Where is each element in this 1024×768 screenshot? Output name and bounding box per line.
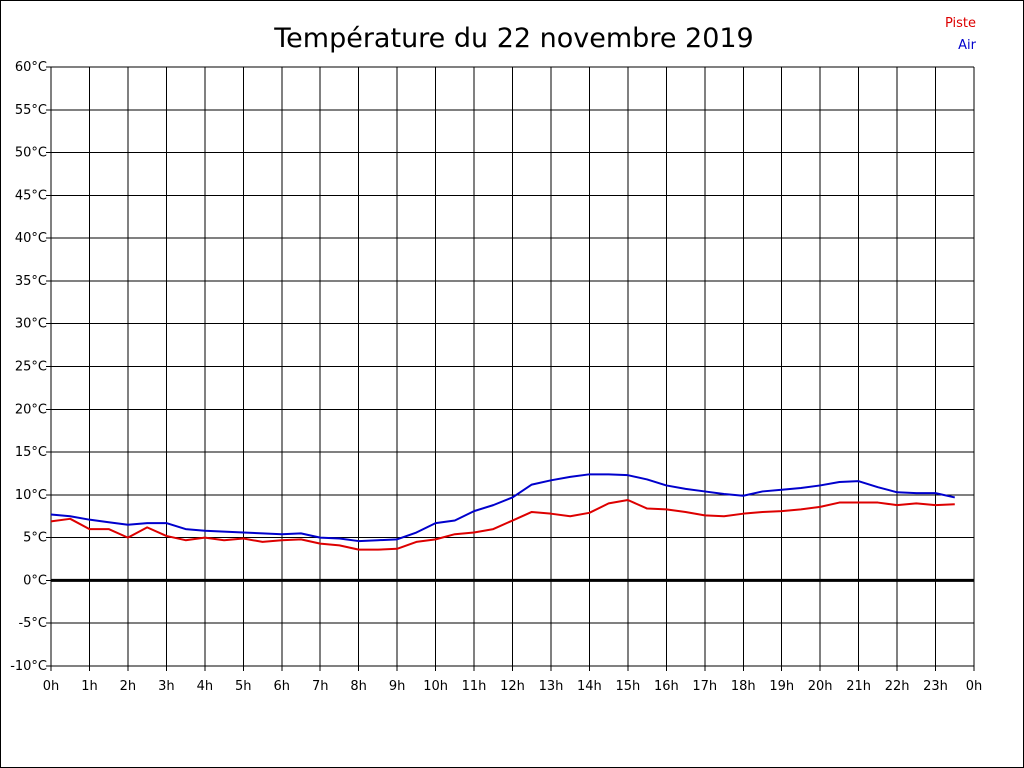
y-tick-label: 40°C: [15, 231, 47, 246]
chart-title: Température du 22 novembre 2019: [273, 23, 753, 54]
x-tick-label: 6h: [273, 679, 290, 694]
legend: Piste Air: [945, 16, 977, 53]
x-tick-label: 7h: [312, 679, 329, 694]
y-tick-label: 45°C: [15, 188, 47, 203]
legend-item-piste: Piste: [945, 16, 976, 31]
x-tick-label: 2h: [120, 679, 137, 694]
x-tick-label: 17h: [692, 679, 717, 694]
y-tick-label: -5°C: [18, 616, 47, 631]
x-tick-label: 12h: [500, 679, 525, 694]
x-tick-label: 0h: [966, 679, 983, 694]
y-tick-label: 50°C: [15, 146, 47, 161]
x-tick-label: 18h: [731, 679, 756, 694]
x-tick-label: 8h: [350, 679, 367, 694]
x-tick-label: 23h: [923, 679, 948, 694]
x-tick-label: 13h: [539, 679, 564, 694]
series-line-piste: [50, 498, 955, 551]
x-tick-label: 9h: [389, 679, 406, 694]
y-tick-label: 5°C: [23, 531, 47, 546]
x-tick-label: 21h: [846, 679, 871, 694]
y-tick-label: -10°C: [10, 659, 47, 674]
x-tick-label: 16h: [654, 679, 679, 694]
y-tick-label: 60°C: [15, 60, 47, 75]
x-tick-label: 4h: [197, 679, 214, 694]
x-tick-label: 0h: [43, 679, 60, 694]
series-layer: [50, 473, 955, 551]
grid: [46, 66, 975, 671]
legend-item-air: Air: [958, 38, 977, 53]
x-tick-label: 3h: [158, 679, 175, 694]
x-tick-label: 14h: [577, 679, 602, 694]
x-tick-label: 19h: [769, 679, 794, 694]
x-tick-label: 1h: [81, 679, 98, 694]
x-tick-label: 10h: [423, 679, 448, 694]
x-tick-label: 11h: [462, 679, 487, 694]
y-axis-tick-labels: -10°C -5°C 0°C 5°C 10°C 15°C 20°C 25°C 30°C 35°C 4…: [10, 60, 47, 674]
y-tick-label: 30°C: [15, 317, 47, 332]
x-tick-label: 20h: [808, 679, 833, 694]
series-line-air: [50, 473, 955, 543]
x-tick-label: 5h: [235, 679, 252, 694]
y-tick-label: 55°C: [15, 103, 47, 118]
x-tick-label: 15h: [615, 679, 640, 694]
y-tick-label: 0°C: [23, 573, 47, 588]
y-tick-label: 25°C: [15, 360, 47, 375]
y-tick-label: 10°C: [15, 488, 47, 503]
y-tick-label: 15°C: [15, 445, 47, 460]
y-tick-label: 20°C: [15, 402, 47, 417]
x-tick-label: 22h: [885, 679, 910, 694]
x-axis-tick-labels: 0h 1h 2h 3h 4h 5h 6h 7h 8h 9h 10h 11h 12h 13h 14h 15h 16…: [43, 679, 983, 694]
y-tick-label: 35°C: [15, 274, 47, 289]
